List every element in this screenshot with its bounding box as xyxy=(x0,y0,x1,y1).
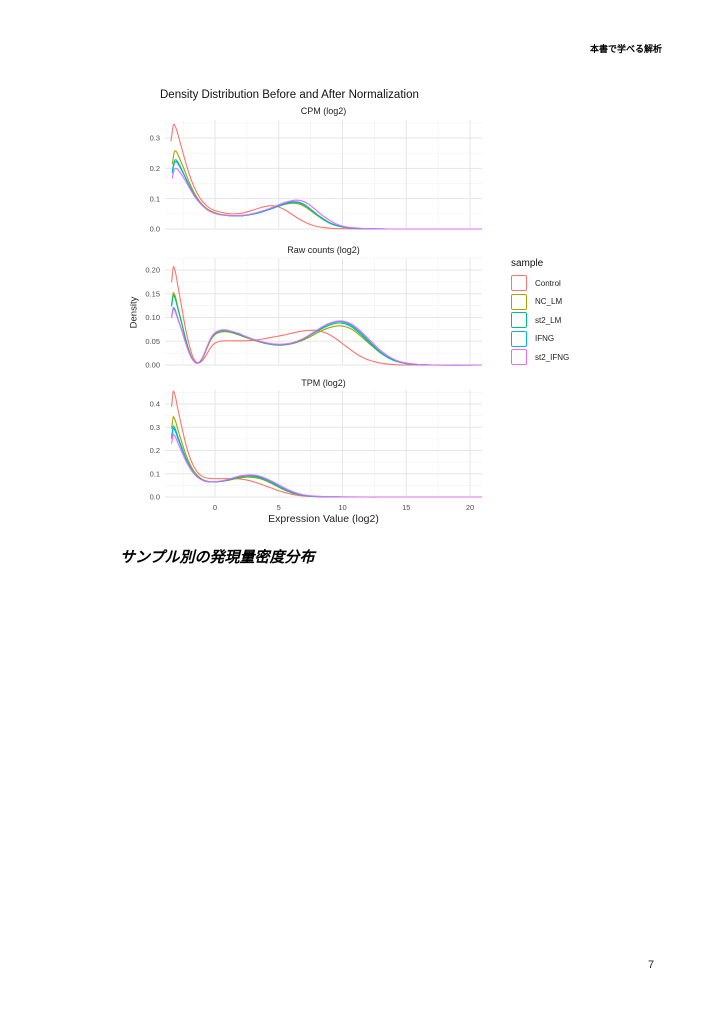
y-tick-label: 0.1 xyxy=(150,469,160,478)
legend-entry-IFNG: IFNG xyxy=(511,330,569,347)
legend-label: NC_LM xyxy=(535,297,563,306)
density-curve-NC_LM xyxy=(171,416,483,498)
y-tick-label: 0.2 xyxy=(150,164,160,173)
x-tick-label: 0 xyxy=(212,503,218,512)
legend-label: st2_IFNG xyxy=(535,352,570,362)
x-axis-ticks: 0 5 10 15 20 xyxy=(140,503,490,515)
panel-title-raw-counts: Raw counts (log2) xyxy=(287,245,360,255)
legend-key-swatch xyxy=(511,312,527,328)
figure-caption: サンプル別の発現量密度分布 xyxy=(120,549,315,566)
density-curve-Control xyxy=(170,123,483,230)
density-curve-Control xyxy=(171,266,483,366)
x-axis-title: Expression Value (log2) xyxy=(268,513,379,525)
density-curve-NC_LM xyxy=(171,292,483,366)
y-tick-label: 0.3 xyxy=(150,134,160,143)
density-curve-st2_IFNG xyxy=(171,308,483,366)
legend-entries: Control NC_LM st2_LM IFNG st2_IFNG xyxy=(511,275,569,365)
y-tick-label: 0.20 xyxy=(145,266,160,275)
y-tick-label: 0.05 xyxy=(145,337,160,346)
x-tick-label: 5 xyxy=(276,503,281,512)
y-tick-label: 0.1 xyxy=(150,194,160,203)
y-tick-label: 0.3 xyxy=(150,423,160,432)
legend-title: sample xyxy=(511,258,544,269)
legend-key-swatch xyxy=(511,275,527,291)
x-tick-label: 20 xyxy=(465,503,475,512)
y-tick-label: 0.10 xyxy=(145,313,160,322)
y-tick-label: 0.0 xyxy=(150,493,160,502)
y-tick-label: 0.0 xyxy=(150,225,160,234)
chart-legend: sample Control NC_LM st2_LM IFNG st2_IFNG xyxy=(511,258,569,368)
density-panel-raw-counts: 0.00 0.05 0.10 0.15 0.20 xyxy=(145,257,483,370)
legend-entry-Control: Control xyxy=(511,275,569,291)
density-panel-cpm: 0.0 0.1 0.2 0.3 xyxy=(150,119,483,234)
y-tick-label: 0.00 xyxy=(145,361,160,370)
density-panel-tpm: 0.0 0.1 0.2 0.3 0.4 xyxy=(150,390,483,502)
density-curve-NC_LM xyxy=(171,150,483,230)
density-curve-st2_IFNG xyxy=(171,167,483,230)
page-number: 7 xyxy=(648,959,655,971)
legend-key-swatch xyxy=(511,330,527,347)
figure-title: Density Distribution Before and After No… xyxy=(160,89,419,101)
legend-label: st2_LM xyxy=(535,315,562,325)
legend-label: Control xyxy=(535,278,561,288)
header-note: 本書で学べる解析 xyxy=(589,44,662,54)
y-tick-label: 0.4 xyxy=(150,400,160,409)
x-tick-label: 15 xyxy=(402,503,411,512)
legend-entry-NC_LM: NC_LM xyxy=(511,293,569,310)
y-tick-label: 0.15 xyxy=(145,289,160,298)
y-tick-label: 0.2 xyxy=(150,446,160,455)
x-tick-label: 10 xyxy=(338,503,347,512)
legend-key-swatch xyxy=(511,293,527,310)
panel-title-tpm: TPM (log2) xyxy=(301,378,346,388)
density-curve-st2_IFNG xyxy=(171,433,483,498)
density-curve-IFNG xyxy=(171,161,483,230)
y-axis-title: Density xyxy=(128,296,140,329)
legend-key-swatch xyxy=(511,349,527,365)
legend-label: IFNG xyxy=(535,334,555,343)
density-curve-IFNG xyxy=(171,306,483,366)
legend-entry-st2_LM: st2_LM xyxy=(511,312,569,328)
legend-entry-st2_IFNG: st2_IFNG xyxy=(511,349,569,365)
panel-title-cpm: CPM (log2) xyxy=(300,106,347,116)
density-curve-st2_LM xyxy=(171,425,483,498)
